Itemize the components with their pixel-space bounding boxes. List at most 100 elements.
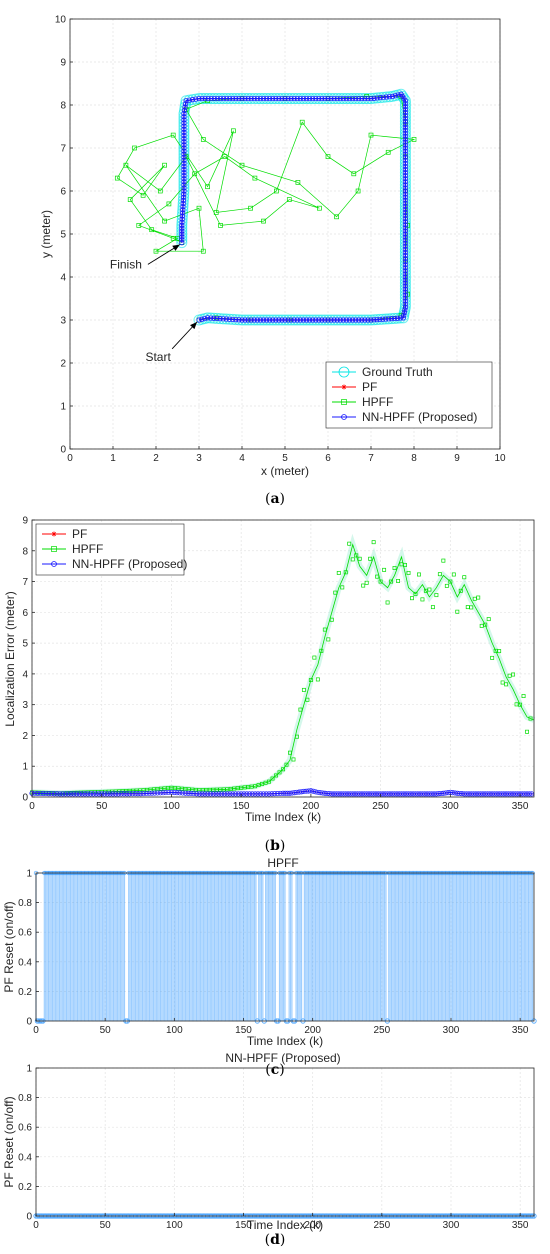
panel-b-nn-hpff-point xyxy=(43,791,49,797)
panel-c-xtick-label: 350 xyxy=(512,1025,529,1036)
panel-b-hpff-point xyxy=(504,682,509,687)
panel-a-nn-hpff-point xyxy=(220,316,226,322)
panel-a-nn-hpff-point xyxy=(362,95,368,102)
panel-a-nn-hpff-point xyxy=(316,95,322,102)
panel-a-nn-hpff-point xyxy=(402,115,408,122)
panel-a-nn-hpff-point xyxy=(181,120,187,126)
panel-d-xtick-label: 50 xyxy=(100,1220,112,1231)
panel-b-nn-hpff-point xyxy=(110,791,116,797)
panel-b-hpff-point xyxy=(525,729,529,734)
panel-b-nn-hpff-point xyxy=(312,789,319,795)
panel-a-nn-hpff-point xyxy=(202,95,208,102)
panel-c-xtick-label: 100 xyxy=(166,1025,183,1036)
panel-a-hpff-point xyxy=(213,210,219,215)
panel-b-nn-hpff-point xyxy=(76,791,82,797)
panel-a-xtick-label: 10 xyxy=(494,453,506,464)
panel-a-nn-hpff-point xyxy=(325,95,331,102)
panel-b-nn-hpff-point xyxy=(88,791,94,797)
panel-a-nn-hpff-point xyxy=(181,129,187,135)
panel-b-nn-hpff-point xyxy=(96,791,102,797)
panel-c-xtick-label: 0 xyxy=(33,1025,39,1036)
panel-b-hpff-point xyxy=(458,588,463,593)
panel-a-nn-hpff-point xyxy=(402,166,408,173)
panel-a-nn-hpff-point xyxy=(220,95,227,102)
panel-a-hpff-point xyxy=(196,205,202,211)
panel-a-nn-hpff-point xyxy=(179,234,185,240)
panel-b-hpff-point xyxy=(448,579,453,584)
panel-a-nn-hpff-point xyxy=(349,95,356,102)
panel-a-nn-hpff-point xyxy=(402,222,408,228)
panel-a-nn-hpff-point xyxy=(214,315,220,322)
panel-b-nn-hpff-point xyxy=(152,790,158,796)
panel-a-nn-hpff-point xyxy=(181,111,187,117)
panel-c-xlabel: Time Index (k) xyxy=(247,1034,323,1048)
panel-b-nn-hpff-point xyxy=(46,791,52,797)
panel-a-nn-hpff-point xyxy=(386,94,393,100)
panel-a-nn-hpff-point xyxy=(306,95,313,102)
panel-a-nn-hpff-point xyxy=(402,209,408,216)
panel-a-nn-hpff-point xyxy=(288,317,294,323)
panel-b-nn-hpff-point xyxy=(260,791,267,797)
panel-a-nn-hpff-point xyxy=(181,107,188,113)
panel-a-nn-hpff-point xyxy=(402,106,408,113)
panel-a-ytick-label: 7 xyxy=(60,144,66,155)
panel-b-nn-hpff-point xyxy=(82,791,88,797)
panel-a-ytick-label: 8 xyxy=(60,101,66,112)
panel-a-nn-hpff-point xyxy=(368,317,374,323)
panel-d-xtick-label: 100 xyxy=(166,1220,183,1231)
panel-a-nn-hpff-point xyxy=(402,151,408,157)
panel-b-hpff-point xyxy=(298,707,303,712)
panel-b-hpff-point xyxy=(417,572,421,577)
panel-b-hpff-point xyxy=(500,680,505,685)
panel-b-hpff-point xyxy=(385,600,390,605)
panel-a-nn-hpff-point xyxy=(181,179,187,185)
panel-d-xtick-label: 250 xyxy=(373,1220,390,1231)
panel-a-nn-hpff-point xyxy=(186,97,192,103)
panel-a-nn-hpff-point xyxy=(402,154,408,160)
panel-a-nn-hpff-point xyxy=(199,316,205,322)
panel-a-nn-hpff-point xyxy=(328,317,334,323)
panel-b-legend-entry: PF xyxy=(72,527,87,541)
panel-a-nn-hpff-point xyxy=(248,317,254,323)
panel-a-nn-hpff-point xyxy=(402,252,408,259)
panel-a-nn-hpff-point xyxy=(263,317,270,323)
panel-b-hpff-band xyxy=(31,533,536,797)
panel-d-xtick-label: 0 xyxy=(33,1220,39,1231)
panel-a-nn-hpff-point xyxy=(181,157,187,163)
panel-a-nn-hpff-point xyxy=(245,317,251,323)
panel-a-nn-hpff-point xyxy=(402,212,408,219)
panel-a-nn-hpff-point xyxy=(402,268,408,274)
panel-c-axes-box xyxy=(35,872,535,1022)
panel-b-nn-hpff-point xyxy=(62,791,69,797)
panel-a-nn-hpff-point xyxy=(181,132,187,139)
panel-b-nn-hpff-point xyxy=(68,791,74,797)
panel-b-hpff-point xyxy=(469,605,474,610)
panel-a-nn-hpff-point xyxy=(385,316,392,322)
panel-a-nn-hpff-point xyxy=(402,118,408,124)
panel-a-nn-hpff-point xyxy=(402,289,408,295)
panel-b-nn-hpff-point xyxy=(37,790,43,797)
panel-a-nn-hpff-point xyxy=(353,317,359,323)
panel-a-nn-hpff-point xyxy=(217,316,223,322)
panel-b-xtick-label: 350 xyxy=(512,801,529,812)
panel-a-nn-hpff-point xyxy=(181,114,187,120)
panel-a-nn-hpff-point xyxy=(331,95,337,102)
panel-a-hpff-point xyxy=(299,119,305,125)
panel-a-nn-hpff-point xyxy=(260,317,267,323)
panel-a-nn-hpff-point xyxy=(392,93,398,99)
panel-a-nn-hpff-point xyxy=(402,304,408,310)
panel-a-legend-marker xyxy=(341,414,347,420)
panel-c-ytick-label: 0.8 xyxy=(18,898,32,909)
panel-a-nn-hpff-point xyxy=(402,179,408,185)
panel-a-hpff-point xyxy=(355,188,361,194)
panel-b-hpff-point xyxy=(497,649,502,654)
panel-b-nn-hpff-point xyxy=(149,790,155,796)
panel-d-xtick-label: 200 xyxy=(304,1220,321,1231)
panel-a-annotation-arrowhead xyxy=(190,322,197,330)
panel-a-nn-hpff-point xyxy=(402,259,408,265)
panel-b-nn-hpff-point xyxy=(121,791,127,797)
panel-b-hpff-point xyxy=(284,762,289,767)
panel-a-hpff-point xyxy=(170,235,176,241)
panel-a-nn-hpff-point xyxy=(285,95,291,102)
